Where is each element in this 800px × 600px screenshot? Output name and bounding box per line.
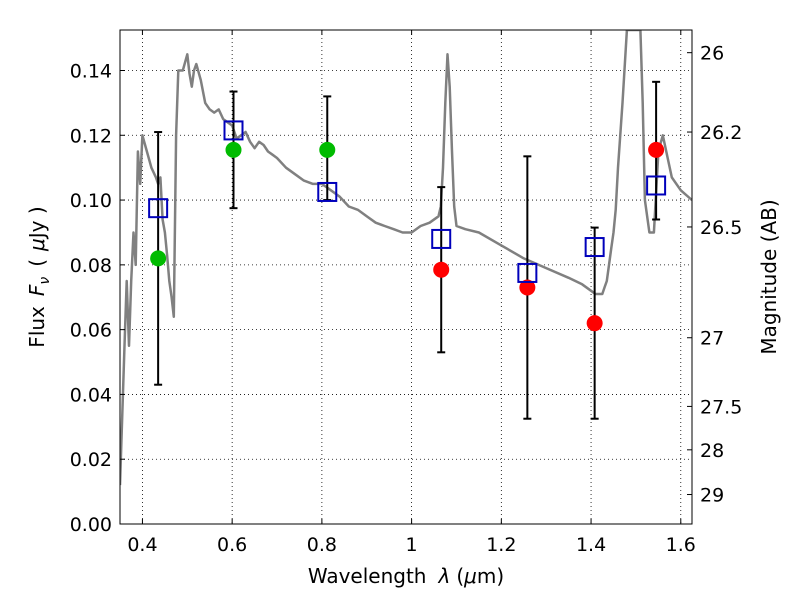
plot-frame [119,29,693,525]
y-tick-label: 0.02 [70,449,112,471]
model-flux-square [584,237,605,258]
x-axis-label-symbol: λ [437,564,450,588]
y-tick-label: 0.14 [70,60,112,82]
x-tick-label: 0.4 [127,534,157,556]
points-group [150,141,665,332]
model-flux-square [646,175,667,196]
spectrum-group [120,30,692,486]
x-tick-label: 1.2 [486,534,516,556]
x-axis-label: Wavelength λ (μm) [308,564,504,588]
x-tick-label: 0.6 [217,534,247,556]
x-axis-label-unit-open: ( [456,564,464,588]
y2-tick-label: 28 [700,440,724,462]
flux-point-nondetected [648,141,665,158]
flux-point-nondetected [519,279,536,296]
x-axis-label-unit-rest: m) [477,564,504,588]
y-axis-label-symbol: F [25,284,49,296]
y-tick-label: 0.10 [70,190,112,212]
x-axis-label-unit-mu: μ [463,564,477,588]
x-tick-label: 0.8 [307,534,337,556]
y2-axis: 26 26.2 26.5 27 27.5 28 29 [687,43,742,507]
y-tick-label: 0.12 [70,125,112,147]
errorbars-group [154,80,661,420]
model-flux-square [317,181,338,202]
y-axis-label-prefix: Flux [25,306,49,348]
y2-axis-label: Magnitude (AB) [757,199,781,354]
y2-tick-label: 27.5 [700,396,742,418]
y-tick-label: 0.08 [70,255,112,277]
y-axis: 0.00 0.02 0.04 0.06 0.08 0.10 0.12 0.14 [70,60,125,536]
x-axis-label-prefix: Wavelength [308,564,427,588]
flux-point-detected [225,141,242,158]
model-flux-square [148,198,169,219]
x-tick-label: 1.4 [576,534,606,556]
flux-point-detected [319,141,336,158]
spectrum-line [120,30,692,486]
y-axis-label-unit-mu: μ [25,238,49,252]
y2-tick-label: 26 [700,43,724,65]
y2-tick-label: 26.2 [700,122,742,144]
y2-tick-label: 26.5 [700,217,742,239]
y-tick-label: 0.06 [70,320,112,342]
x-tick-label: 1 [406,534,418,556]
flux-point-nondetected [586,315,603,332]
x-tick-label: 1.6 [666,534,696,556]
model-flux-square [517,262,538,283]
y-axis-label-unit-open: ( [25,259,49,267]
y2-tick-label: 29 [700,485,724,507]
x-axis: 0.4 0.6 0.8 1 1.2 1.4 1.6 [127,30,696,556]
y-tick-label: 0.04 [70,384,112,406]
y-axis-label-subscript: ν [37,277,53,285]
y-tick-label: 0.00 [70,514,112,536]
flux-point-detected [150,250,167,267]
model-flux-square [223,120,244,141]
y-axis-label-unit-rest: Jy ) [25,206,49,240]
y2-tick-label: 27 [700,328,724,350]
flux-point-nondetected [433,261,450,278]
model-flux-square [431,228,452,249]
model-squares-group [148,120,667,283]
y-axis-label: Flux Fν ( μJy ) [25,206,53,347]
